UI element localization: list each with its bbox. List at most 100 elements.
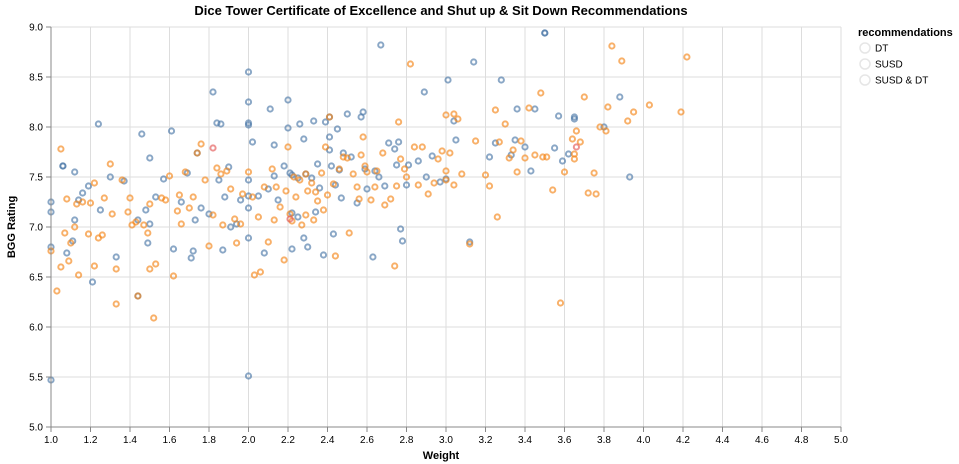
data-point	[300, 135, 308, 143]
y-tick-label: 8.0	[29, 123, 43, 134]
data-point	[191, 216, 199, 224]
data-point	[280, 162, 288, 170]
data-point	[450, 181, 458, 189]
data-point	[481, 171, 490, 179]
data-point	[527, 167, 535, 175]
data-point	[377, 41, 385, 49]
data-point	[323, 191, 332, 199]
data-point	[381, 182, 389, 190]
data-point	[227, 185, 235, 193]
data-point	[201, 176, 209, 184]
data-point	[244, 168, 253, 176]
data-point	[193, 149, 201, 157]
x-tick-label: 4.2	[676, 435, 690, 446]
data-point	[296, 176, 304, 184]
data-point	[422, 173, 430, 181]
data-point	[106, 160, 114, 168]
data-point	[217, 120, 225, 128]
grid	[50, 26, 842, 428]
data-point	[284, 124, 292, 132]
data-point	[630, 108, 638, 116]
data-point	[318, 169, 326, 177]
data-point	[288, 245, 296, 253]
data-point	[310, 117, 318, 125]
data-point	[254, 192, 262, 200]
data-point	[572, 127, 581, 135]
data-point	[371, 183, 379, 191]
data-point	[302, 170, 310, 178]
data-point	[568, 135, 577, 143]
legend-symbol	[859, 74, 871, 86]
data-point	[165, 172, 174, 180]
data-point	[391, 145, 399, 153]
data-point	[438, 147, 446, 155]
data-point	[414, 181, 422, 189]
data-point	[402, 181, 411, 189]
data-point	[187, 254, 195, 262]
data-point	[88, 278, 97, 286]
x-tick-label: 1.0	[44, 435, 58, 446]
data-point	[331, 252, 339, 260]
data-point	[604, 103, 612, 111]
data-point	[345, 229, 353, 237]
data-point	[391, 262, 399, 270]
data-point	[564, 150, 573, 158]
data-point	[312, 208, 320, 216]
data-point	[424, 190, 432, 198]
legend-title: recommendations	[858, 27, 953, 39]
legend-symbol	[859, 42, 871, 54]
data-point	[329, 180, 337, 188]
x-tick-label: 2.8	[400, 435, 414, 446]
data-point	[312, 188, 320, 196]
data-point	[260, 249, 268, 257]
data-point	[112, 253, 120, 261]
data-point	[244, 121, 253, 129]
data-point	[572, 143, 581, 151]
data-point	[397, 155, 405, 163]
data-point	[314, 197, 322, 205]
data-point	[385, 139, 393, 147]
x-tick-label: 1.2	[84, 435, 98, 446]
data-point	[501, 120, 509, 128]
y-axis-title: BGG Rating	[6, 196, 18, 258]
data-point	[75, 271, 83, 279]
data-point	[270, 141, 278, 149]
data-point	[286, 215, 294, 223]
data-point	[63, 195, 71, 203]
data-point	[537, 89, 545, 97]
data-point	[146, 154, 154, 162]
data-point	[282, 187, 290, 195]
data-point	[327, 162, 335, 170]
data-point	[558, 157, 567, 165]
data-point	[209, 88, 217, 96]
y-tick-label: 6.5	[29, 273, 43, 284]
data-point	[59, 162, 67, 170]
data-point	[442, 167, 450, 175]
data-point	[173, 207, 181, 215]
data-point	[112, 300, 120, 308]
data-point	[177, 198, 185, 206]
data-point	[560, 168, 569, 176]
data-point	[316, 184, 324, 192]
data-point	[146, 200, 154, 208]
data-point	[244, 68, 253, 76]
data-point	[584, 189, 592, 197]
data-point	[270, 172, 278, 180]
data-point	[175, 191, 183, 199]
data-point	[90, 262, 99, 270]
data-point	[134, 292, 142, 300]
data-point	[450, 110, 458, 118]
data-point	[57, 263, 65, 271]
data-point	[539, 153, 547, 161]
data-point	[264, 238, 272, 246]
x-tick-label: 2.4	[321, 435, 335, 446]
data-point	[402, 173, 411, 181]
x-tick-label: 5.0	[834, 435, 848, 446]
data-point	[248, 138, 257, 146]
x-tick-label: 3.4	[518, 435, 532, 446]
data-point	[142, 206, 150, 214]
data-point	[227, 223, 235, 231]
data-point	[319, 251, 328, 259]
y-tick-label: 6.0	[29, 323, 43, 334]
data-point	[466, 240, 474, 248]
